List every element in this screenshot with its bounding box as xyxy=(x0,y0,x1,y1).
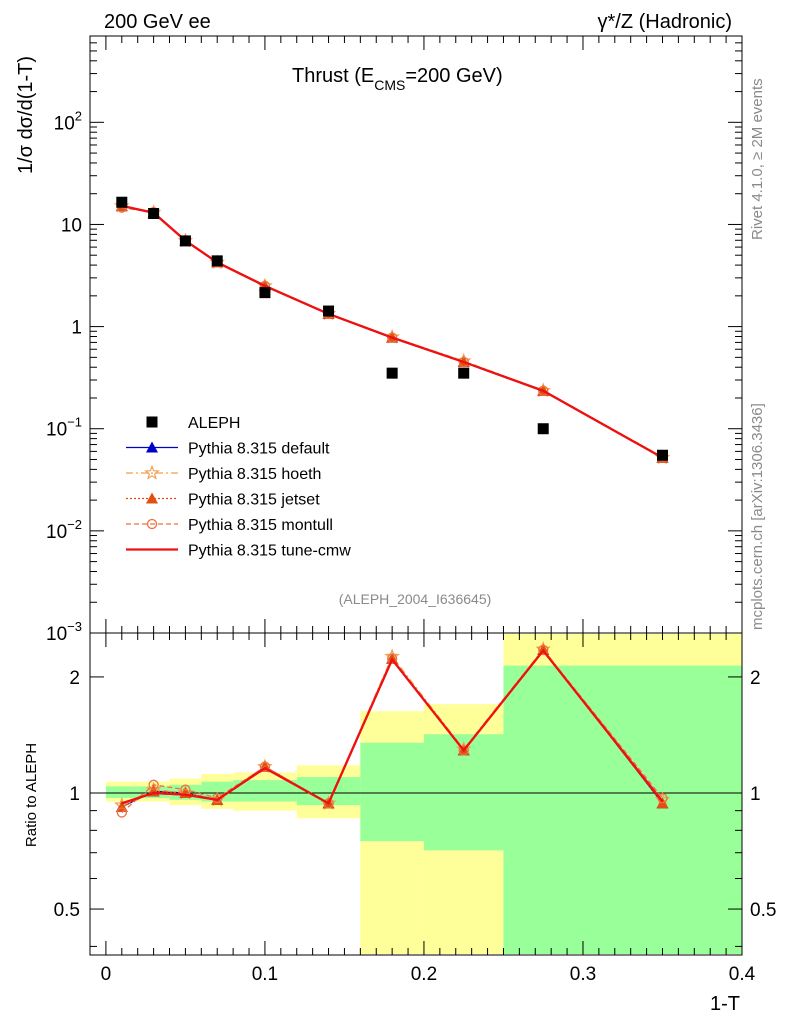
main-y-tick-label: 10−1 xyxy=(46,415,82,441)
header-left: 200 GeV ee xyxy=(104,11,211,33)
ratio-y-tick-label: 1 xyxy=(69,784,80,805)
main-y-axis-label: 1/σ dσ/d(1-T) xyxy=(15,56,37,174)
ratio-marker-montull xyxy=(148,779,159,790)
main-y-tick-label: 10−2 xyxy=(46,517,82,543)
legend: ALEPH Pythia 8.315 default Pythia 8.315 ho… xyxy=(126,415,351,560)
legend-label-hoeth: Pythia 8.315 hoeth xyxy=(188,466,321,483)
x-tick-label: 0 xyxy=(101,964,112,985)
aleph-data-point xyxy=(537,423,549,435)
main-marker-montull xyxy=(458,356,469,368)
ratio-series xyxy=(114,641,671,818)
aleph-data-point xyxy=(656,449,668,461)
legend-marker-jetset xyxy=(146,492,158,504)
x-tick-label: 0.1 xyxy=(252,964,278,985)
main-y-tick-exponent: −3 xyxy=(67,619,82,634)
main-title-tail: =200 GeV) xyxy=(405,65,502,87)
legend-label-default: Pythia 8.315 default xyxy=(188,441,330,458)
main-y-tick-base: 1 xyxy=(71,318,82,339)
aleph-data-point xyxy=(179,235,191,247)
aleph-data-point xyxy=(211,255,223,267)
x-tick-label: 0.2 xyxy=(411,964,437,985)
rivet-label: Rivet 4.1.0, ≥ 2M events xyxy=(749,78,766,240)
main-title: Thrust (ECMS=200 GeV) xyxy=(292,65,503,93)
analysis-watermark: (ALEPH_2004_I636645) xyxy=(339,591,492,607)
aleph-data-point xyxy=(148,208,160,220)
legend-label-data: ALEPH xyxy=(188,415,240,432)
legend-label-montull: Pythia 8.315 montull xyxy=(188,517,333,534)
ratio-y-axis-label: Ratio to ALEPH xyxy=(23,743,40,847)
main-y-tick-exponent: 2 xyxy=(75,108,82,123)
main-title-subscript: CMS xyxy=(374,77,405,93)
ratio-marker-montull xyxy=(323,798,334,809)
main-y-tick-base: 10 xyxy=(61,215,82,236)
aleph-data-point xyxy=(116,196,128,208)
main-y-tick-base: 10 xyxy=(46,624,67,645)
ratio-band-inner xyxy=(105,786,138,799)
x-tick-label: 0.3 xyxy=(570,964,596,985)
ratio-y-tick-label: 2 xyxy=(69,668,80,689)
aleph-data-point xyxy=(259,287,271,299)
main-y-tick-base: 10 xyxy=(46,522,67,543)
legend-marker-data xyxy=(146,416,158,428)
legend-label-cmw: Pythia 8.315 tune-cmw xyxy=(188,543,351,560)
legend-marker-default xyxy=(146,441,158,453)
ratio-y-tick-label-right: 1 xyxy=(750,784,761,805)
main-y-tick-label: 10−3 xyxy=(46,619,82,645)
main-y-tick-base: 10 xyxy=(46,420,67,441)
mcplots-label: mcplots.cern.ch [arXiv:1306.3436] xyxy=(749,403,766,630)
main-y-tick-base: 10 xyxy=(54,113,75,134)
main-title-text: Thrust (E xyxy=(292,65,374,87)
main-line-cmw-top xyxy=(121,204,664,459)
ratio-marker-montull xyxy=(657,792,668,804)
header-right: γ*/Z (Hadronic) xyxy=(598,11,732,33)
ratio-marker-montull xyxy=(259,761,271,772)
ratio-y-tick-label-right: 2 xyxy=(750,668,761,689)
ratio-frame xyxy=(89,632,743,956)
ratio-band-inner xyxy=(503,665,742,954)
ratio-line-cmw-top xyxy=(121,648,664,805)
ratio-marker-montull xyxy=(458,745,469,756)
ratio-band-inner xyxy=(233,780,297,802)
main-y-tick-label: 10 xyxy=(61,215,82,236)
main-y-tick-label: 1 xyxy=(71,318,82,339)
ratio-marker-montull xyxy=(116,807,127,818)
main-marker-montull xyxy=(538,385,549,396)
main-y-tick-label: 102 xyxy=(54,108,82,134)
legend-label-jetset: Pythia 8.315 jetset xyxy=(188,492,320,509)
ratio-y-tick-label: 0.5 xyxy=(54,900,80,921)
ratio-marker-montull xyxy=(386,653,398,664)
aleph-data-point xyxy=(458,367,470,379)
ratio-band-inner xyxy=(360,742,424,842)
x-tick-label: 0.4 xyxy=(729,964,756,985)
ratio-marker-montull xyxy=(538,644,549,656)
legend-marker-hoeth xyxy=(144,464,160,480)
main-y-tick-exponent: −2 xyxy=(67,517,82,532)
main-y-tick-exponent: −1 xyxy=(67,415,82,430)
main-marker-montull xyxy=(386,332,398,343)
x-axis-label: 1-T xyxy=(710,993,740,1015)
legend-marker-montull xyxy=(146,518,158,530)
ratio-axes: 0.5 0.5 1 1 2 2 0 0.1 0.2 0.3 0.4 xyxy=(54,633,776,985)
main-data-points xyxy=(116,196,668,461)
ratio-y-tick-label-right: 0.5 xyxy=(750,900,776,921)
aleph-data-point xyxy=(323,305,335,317)
aleph-data-point xyxy=(386,367,398,379)
